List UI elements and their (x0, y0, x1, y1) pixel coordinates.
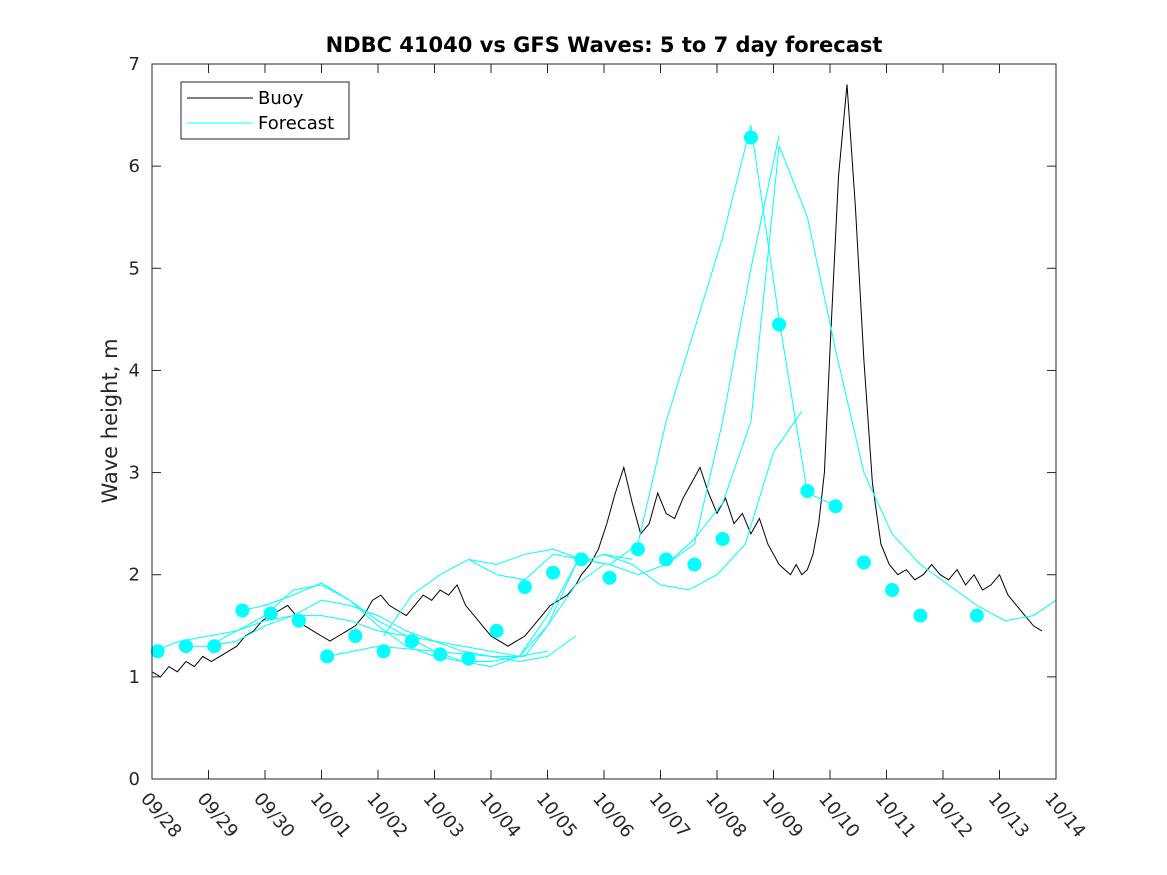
x-tick-label: 09/30 (249, 789, 298, 842)
y-tick-label: 4 (129, 360, 140, 381)
forecast-marker (150, 644, 165, 659)
x-tick-label: 10/04 (475, 789, 524, 842)
x-tick-label: 10/10 (814, 789, 863, 842)
forecast-line (327, 411, 803, 657)
forecast-line (468, 125, 831, 581)
y-axis-label: Wave height, m (98, 338, 122, 503)
legend-buoy-label: Buoy (258, 88, 304, 109)
forecast-marker (630, 542, 645, 557)
x-tick-label: 10/07 (645, 789, 694, 842)
y-tick-label: 7 (129, 54, 140, 75)
forecast-marker (743, 130, 758, 145)
forecast-marker (969, 608, 984, 623)
y-tick-label: 0 (129, 769, 140, 790)
forecast-marker (376, 644, 391, 659)
forecast-markers (150, 130, 984, 666)
x-tick-label: 09/28 (136, 789, 185, 842)
forecast-marker (800, 484, 815, 498)
forecast-marker (715, 532, 730, 546)
forecast-marker (517, 580, 532, 594)
forecast-marker (687, 557, 702, 572)
forecast-marker (404, 634, 419, 649)
forecast-line (151, 615, 548, 657)
x-tick-label: 10/03 (419, 789, 468, 842)
forecast-marker (178, 639, 193, 654)
x-tick-label: 10/14 (1040, 789, 1089, 842)
forecast-marker (659, 552, 674, 567)
legend-forecast-label: Forecast (258, 113, 334, 134)
forecast-marker (235, 603, 250, 618)
plot-area (152, 64, 1056, 779)
forecast-marker (574, 552, 589, 567)
forecast-marker (320, 649, 335, 664)
y-tick-label: 5 (129, 258, 140, 279)
forecast-line (665, 145, 1057, 622)
x-tick-label: 09/29 (193, 789, 242, 842)
forecast-marker (913, 608, 928, 623)
y-tick-label: 3 (129, 463, 140, 484)
buoy-line (151, 84, 1043, 678)
x-tick-label: 10/01 (306, 789, 355, 842)
forecast-marker (263, 606, 278, 621)
x-tick-label: 10/02 (362, 789, 411, 842)
y-tick-label: 2 (129, 565, 140, 586)
forecast-marker (885, 583, 900, 597)
chart-title: NDBC 41040 vs GFS Waves: 5 to 7 day fore… (326, 33, 883, 57)
forecast-marker (433, 647, 448, 662)
legend: Buoy Forecast (180, 81, 350, 140)
forecast-marker (461, 651, 476, 666)
forecast-marker (291, 613, 306, 628)
forecast-line (208, 564, 605, 668)
forecast-marker (856, 555, 871, 570)
forecast-marker (546, 565, 561, 580)
forecast-marker (772, 317, 787, 332)
forecast-marker (348, 629, 363, 643)
x-tick-label: 10/13 (984, 789, 1033, 842)
legend-box (180, 81, 350, 140)
x-tick-label: 10/11 (871, 789, 920, 842)
forecast-marker (207, 639, 222, 654)
x-tick-label: 10/08 (701, 789, 750, 842)
x-tick-label: 10/05 (532, 789, 581, 842)
y-tick-label: 6 (129, 156, 140, 177)
forecast-marker (828, 499, 843, 514)
forecast-marker (489, 623, 504, 638)
x-tick-label: 10/09 (758, 789, 807, 842)
forecast-marker (602, 570, 617, 585)
x-tick-label: 10/12 (927, 789, 976, 842)
y-tick-label: 1 (129, 667, 140, 688)
buoy-series (151, 84, 1043, 678)
x-tick-label: 10/06 (588, 789, 637, 842)
y-axis: 0 1 2 3 4 5 6 7 (129, 54, 1056, 790)
